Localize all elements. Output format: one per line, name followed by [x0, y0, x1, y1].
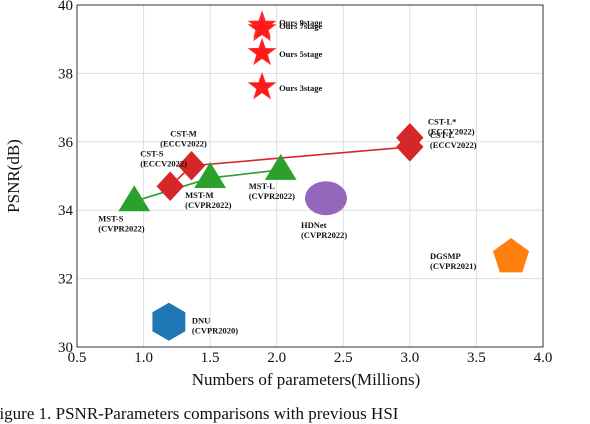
point-label-line: (CVPR2022): [98, 223, 144, 233]
x-tick-label: 2.0: [267, 350, 286, 366]
x-axis-label: Numbers of parameters(Millions): [192, 370, 421, 389]
marker-cst-l-star: [396, 122, 424, 153]
point-label-line: HDNet: [301, 220, 327, 230]
marker-hdnet: [304, 181, 347, 216]
point-label-line: MST-S: [98, 213, 123, 223]
point-label-mst-s: MST-S (CVPR2022): [98, 213, 144, 233]
marker-ours-3stage: [247, 71, 277, 100]
point-label-dgsmp: DGSMP (CVPR2021): [430, 251, 476, 271]
x-tick-label: 0.5: [68, 350, 87, 366]
marker-cst-m: [177, 151, 206, 181]
point-label-cst-l: CST-L (ECCV2022): [430, 130, 477, 150]
x-tick-label: 3.0: [400, 350, 419, 366]
x-tick-label: 1.0: [134, 350, 153, 366]
x-tick-label: 2.5: [334, 350, 353, 366]
marker-dnu: [152, 302, 186, 341]
point-label-mst-m: MST-M (CVPR2022): [185, 190, 231, 210]
point-label-ours-7stage: Ours 7stage: [279, 21, 322, 31]
point-label-cst-l-star: CST-L* (ECCV2022): [428, 117, 475, 137]
markers: [118, 10, 530, 341]
point-label-line: DGSMP: [430, 251, 461, 261]
point-label-line: (ECCV2022): [160, 139, 207, 149]
marker-mst-s: [118, 185, 151, 212]
y-tick-label: 38: [58, 66, 73, 82]
point-label-cst-m: CST-M (ECCV2022): [160, 129, 207, 149]
marker-ours-5stage: [247, 37, 277, 66]
point-label-ours-3stage: Ours 3stage: [279, 83, 322, 93]
x-tick-label: 1.5: [201, 350, 220, 366]
point-label-line: CST-S: [140, 148, 164, 158]
point-label-mst-l: MST-L (CVPR2022): [249, 181, 295, 201]
figure-caption: Figure 1. PSNR-Parameters comparisons wi…: [0, 404, 399, 423]
marker-dgsmp: [492, 238, 530, 273]
point-label-line: DNU: [192, 316, 210, 326]
point-label-line: Ours 5stage: [279, 49, 322, 59]
point-label-line: CST-M: [170, 129, 197, 139]
marker-mst-m: [194, 162, 227, 189]
axes: 0.5 1.0 1.5 2.0 2.5 3.0 3.5 4.0 30 32 34 36 38 40: [58, 0, 552, 366]
point-label-line: (CVPR2022): [249, 191, 295, 201]
point-label-line: Ours 3stage: [279, 83, 322, 93]
plot-frame: [76, 4, 544, 348]
point-label-line: (CVPR2022): [185, 200, 231, 210]
point-label-line: (ECCV2022): [428, 127, 475, 137]
x-tick-label: 3.5: [467, 350, 486, 366]
point-label-line: MST-M: [185, 190, 214, 200]
point-label-ours-5stage: Ours 5stage: [279, 49, 322, 59]
point-label-line: (CVPR2020): [192, 326, 238, 336]
y-axis-label: PSNR(dB): [4, 139, 23, 213]
y-tick-label: 34: [58, 203, 74, 219]
point-label-line: (CVPR2021): [430, 261, 476, 271]
point-label-line: (CVPR2022): [301, 230, 347, 240]
point-label-line: (ECCV2022): [140, 158, 187, 168]
x-tick-label: 4.0: [534, 350, 553, 366]
point-label-line: Ours 9stage: [279, 18, 322, 28]
point-label-hdnet: HDNet (CVPR2022): [301, 220, 347, 240]
y-tick-label: 36: [58, 135, 74, 151]
point-label-ours-9stage: Ours 9stage: [279, 18, 322, 28]
point-label-line: CST-L*: [428, 117, 457, 127]
y-tick-label: 30: [58, 340, 73, 356]
y-tick-label: 40: [58, 0, 73, 14]
point-label-line: (ECCV2022): [430, 140, 477, 150]
y-tick-label: 32: [58, 272, 73, 288]
point-label-dnu: DNU (CVPR2020): [192, 316, 238, 336]
point-label-line: MST-L: [249, 181, 275, 191]
marker-mst-l: [264, 153, 297, 180]
point-label-line: Ours 7stage: [279, 21, 322, 31]
marker-cst-s: [156, 171, 184, 201]
point-label-line: CST-L: [430, 130, 455, 140]
point-label-cst-s: CST-S (ECCV2022): [140, 148, 187, 168]
marker-ours-7stage: [247, 13, 277, 42]
